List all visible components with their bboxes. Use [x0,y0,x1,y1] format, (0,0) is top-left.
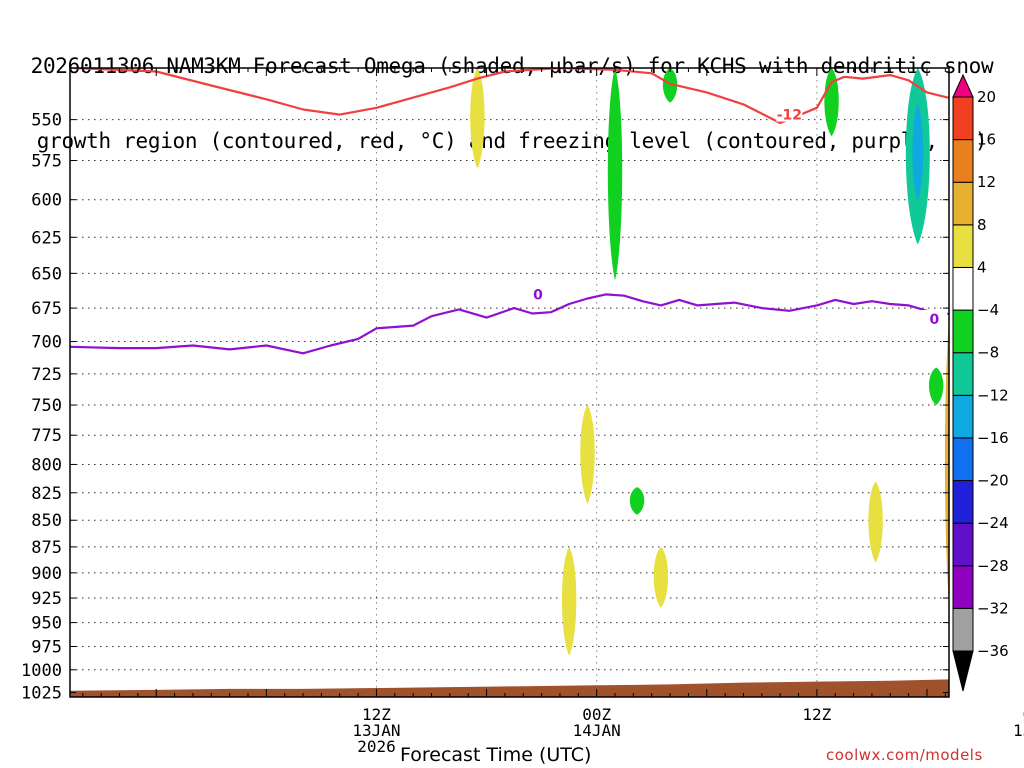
plot-frame [69,67,950,698]
y-tick-label: 625 [31,228,62,248]
y-tick-label: 1000 [21,661,62,681]
x-axis-label: Forecast Time (UTC) [400,744,592,766]
colorbar-box [952,437,974,482]
colorbar-box [952,480,974,524]
colorbar-tick-label: 20 [977,88,996,106]
colorbar-arrow-top [952,73,974,98]
omega-area [561,546,577,656]
y-tick-label: 975 [31,637,62,657]
colorbar-box [952,522,974,567]
x-tick-label: 15JAN [1013,721,1024,740]
y-tick-label: 600 [31,191,62,211]
y-tick-label: 575 [31,152,62,172]
y-tick-label: 700 [31,333,62,353]
colorbar-box [952,139,974,183]
omega-shading [470,68,1016,656]
omega-area [662,68,678,103]
colorbar-tick-label: 16 [977,131,996,149]
colorbar-tick-label: −32 [977,599,1009,617]
contour-label: 0 [533,287,543,303]
colorbar-tick-label: 8 [977,216,987,234]
colorbar-tick-label: −4 [977,301,999,319]
colorbar-box [952,607,974,652]
omega-area [824,68,839,137]
contour-label: 0 [929,312,939,328]
x-tick-label: 2026 [357,737,396,756]
omega-area [653,546,669,608]
colorbar-tick-label: −28 [977,557,1009,575]
y-tick-label: 825 [31,484,62,504]
terrain-fill [70,679,949,697]
colorbar-arrow-bottom [952,650,974,692]
y-tick-label: 650 [31,264,62,284]
colorbar: 20 16 12 8 4 −4 −8 −12 −16 −20 −24 −28 −32 −36 [952,73,1009,692]
colorbar-tick-label: −16 [977,429,1009,447]
omega-area [1002,68,1016,161]
y-tick-label: 900 [31,564,62,584]
colorbar-box [952,266,974,311]
omega-area [629,487,645,515]
freezing-level-contour [70,293,949,355]
y-tick-label: 725 [31,365,62,385]
y-tick-label: 925 [31,589,62,609]
y-tick-label: 1025 [21,684,62,704]
omega-area-core [912,103,924,201]
x-tick-label: 14JAN [573,721,621,740]
colorbar-box [952,96,974,141]
contour-label-bg [921,309,948,326]
x-tick-label: 13JAN [352,721,400,740]
colorbar-box [952,352,974,396]
y-axis: 550 575 600 625 650 675 700 725 750 775 800 825 850 8… [21,111,949,704]
omega-area [868,481,883,563]
omega-area [470,68,485,169]
x-tick-label: 00Z [1023,705,1024,724]
x-tick-label: 00Z [582,705,611,724]
x-axis: 12Z13JAN202600Z14JAN12Z00Z15JAN12Z [82,68,1024,756]
y-tick-label: 550 [31,111,62,131]
source-credit: coolwx.com/models [826,746,983,764]
colorbar-box [952,224,974,268]
colorbar-tick-label: −12 [977,386,1009,404]
contour-label: -12 [777,108,802,124]
contour-labels: -12-12000 [524,105,948,328]
omega-area [580,405,595,504]
y-tick-label: 875 [31,538,62,558]
y-tick-label: 950 [31,614,62,634]
colorbar-box [952,309,974,354]
chart-title-line2: growth region (contoured, red, °C) and f… [36,129,988,153]
contour-label-bg [776,105,803,122]
colorbar-tick-label: −24 [977,514,1009,532]
omega-area [928,367,944,406]
y-tick-label: 675 [31,299,62,319]
contours [70,68,949,355]
colorbar-tick-label: −8 [977,344,999,362]
colorbar-box [952,394,974,439]
grid [70,68,949,697]
colorbar-tick-label: 12 [977,173,996,191]
terrain-area [70,679,949,697]
colorbar-tick-label: −20 [977,472,1009,490]
contour-label-bg [524,285,551,302]
x-tick-label: 12Z [362,705,391,724]
y-tick-label: 800 [31,455,62,475]
x-tick-label: 12Z [802,705,831,724]
colorbar-tick-label: 4 [977,258,987,276]
y-tick-label: 775 [31,426,62,446]
colorbar-box [952,181,974,226]
omega-area [944,319,949,606]
y-tick-label: 750 [31,396,62,416]
omega-area [607,68,623,281]
colorbar-tick-label: −36 [977,642,1009,660]
chart-title-line1: 2026011306 NAM3KM Forecast Omega (shaded… [30,54,994,78]
colorbar-box [952,565,974,609]
dgz-contour [73,68,949,125]
y-tick-label: 850 [31,511,62,531]
